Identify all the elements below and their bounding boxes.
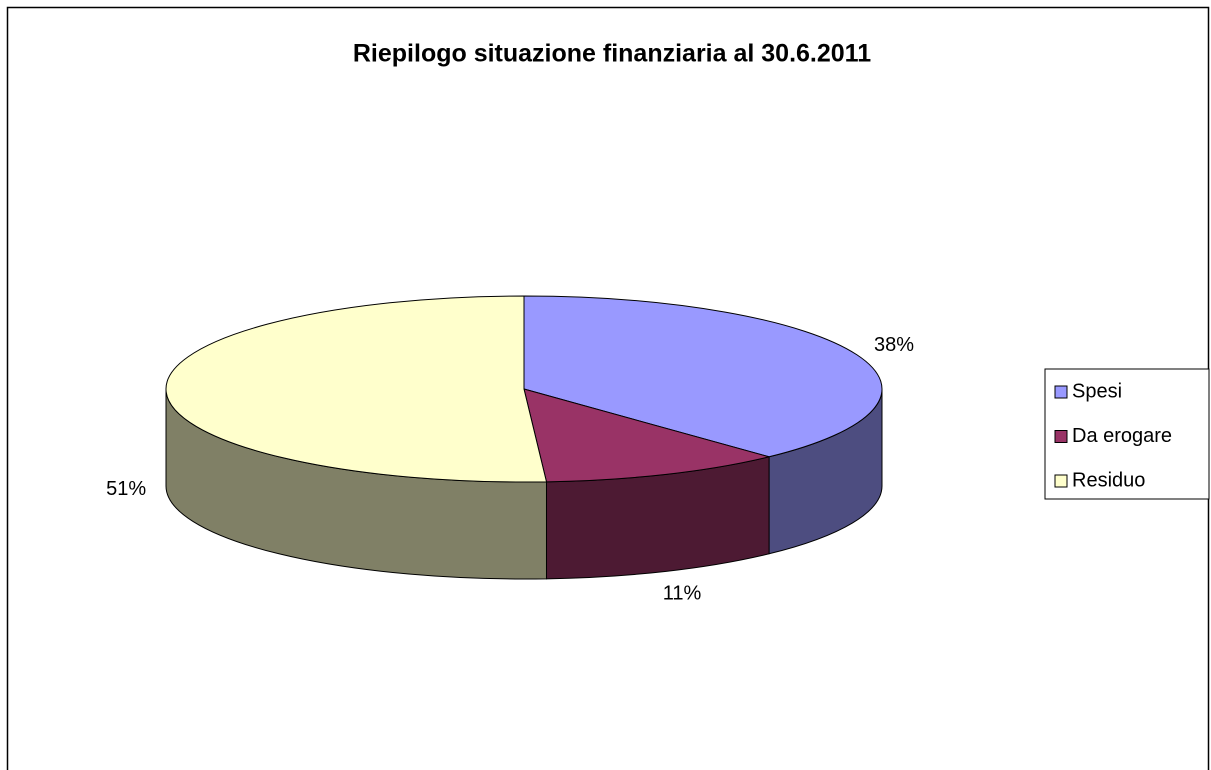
data-label: 11% <box>663 583 702 605</box>
legend-label: Spesi <box>1072 380 1122 402</box>
slice <box>165 295 548 483</box>
slice <box>523 295 883 458</box>
data-label: 38% <box>874 334 914 356</box>
legend-label: Da erogare <box>1072 425 1172 447</box>
legend-box <box>1044 368 1210 500</box>
slice <box>523 388 772 483</box>
legend-label: Residuo <box>1072 469 1145 491</box>
legend-swatch <box>1054 430 1068 443</box>
data-label: 51% <box>106 478 146 500</box>
chart-title: Riepilogo situazione finanziaria al 30.6… <box>353 40 871 68</box>
legend-swatch <box>1054 385 1068 399</box>
legend-swatch <box>1054 474 1068 488</box>
